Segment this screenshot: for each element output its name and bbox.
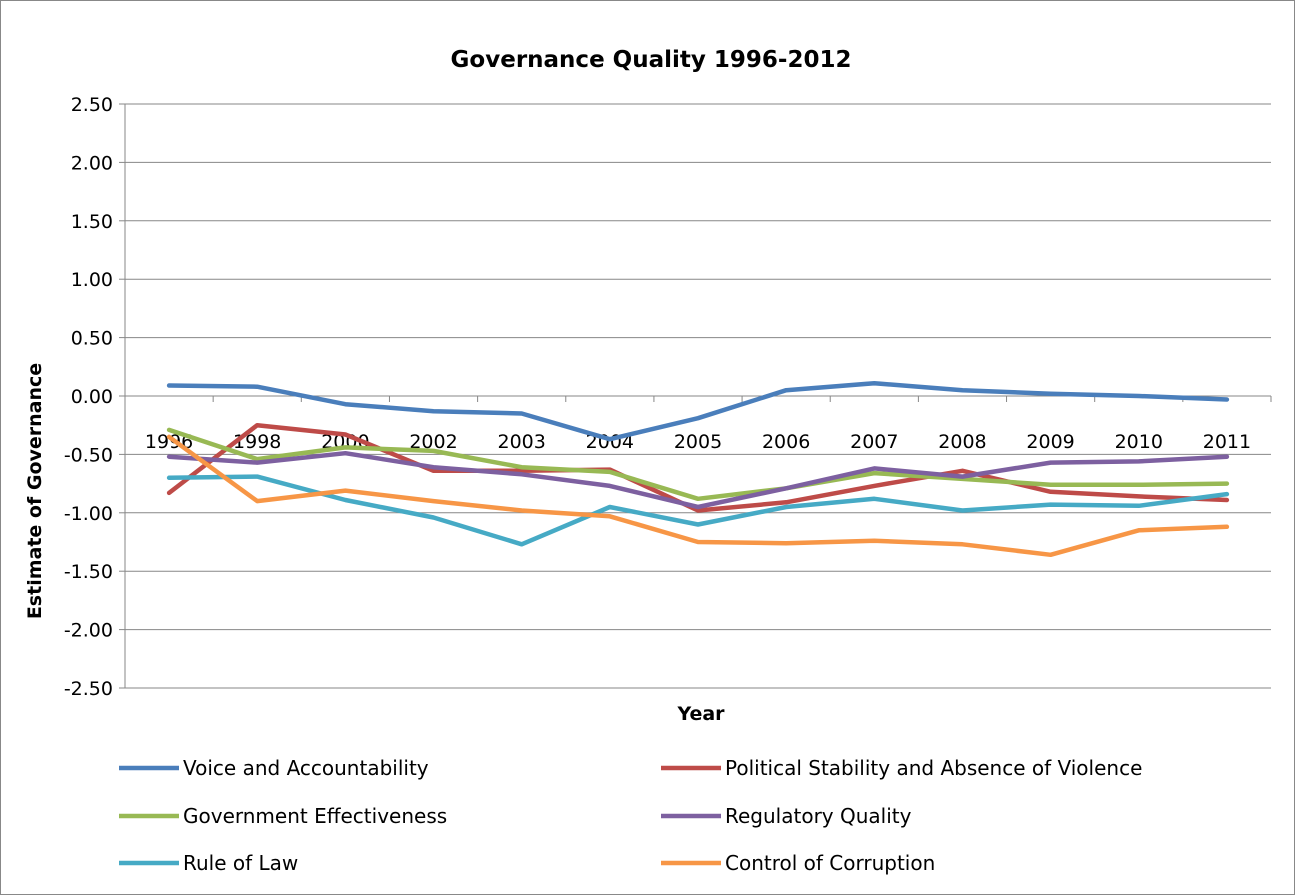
x-tick-label: 2007 bbox=[850, 431, 898, 453]
y-tick-label: -0.50 bbox=[64, 444, 113, 466]
y-tick-label: 1.50 bbox=[71, 211, 113, 233]
legend-label-4: Rule of Law bbox=[183, 851, 298, 875]
x-tick-label: 2008 bbox=[938, 431, 986, 453]
series-lines bbox=[166, 380, 1230, 558]
y-tick-label: 1.00 bbox=[71, 269, 113, 291]
x-tick-label: 2002 bbox=[409, 431, 457, 453]
y-axis: 2.50 2.00 1.50 1.00 0.50 0.00 -0.50 -1.00 -1.50 -… bbox=[64, 94, 126, 700]
chart-title: Governance Quality 1996-2012 bbox=[451, 47, 852, 73]
series-line-4 bbox=[166, 474, 1230, 547]
legend-label-3: Regulatory Quality bbox=[725, 804, 912, 828]
y-tick-label: -2.50 bbox=[64, 678, 113, 700]
x-axis-title: Year bbox=[676, 703, 725, 725]
x-tick-label: 2005 bbox=[674, 431, 722, 453]
y-axis-title: Estimate of Governance bbox=[24, 363, 46, 619]
legend-label-5: Control of Corruption bbox=[725, 851, 935, 875]
x-tick-label: 2003 bbox=[498, 431, 546, 453]
x-tick-label: 2011 bbox=[1203, 431, 1251, 453]
series-line-0 bbox=[166, 380, 1230, 442]
series-line-1 bbox=[166, 422, 1230, 513]
y-tick-label: -1.00 bbox=[64, 503, 113, 525]
legend-label-1: Political Stability and Absence of Viole… bbox=[725, 756, 1142, 780]
y-tick-label: -2.00 bbox=[64, 620, 113, 642]
x-tick-label: 1998 bbox=[233, 431, 281, 453]
y-tick-label: 2.00 bbox=[71, 152, 113, 174]
legend: Voice and Accountability Political Stabil… bbox=[119, 756, 1142, 875]
y-tick-label: 2.50 bbox=[71, 94, 113, 116]
x-axis: 1996 1998 2000 2002 2003 2004 2005 2006 2007 2008… bbox=[124, 395, 1272, 453]
series-line-5 bbox=[166, 434, 1230, 558]
series-line-2 bbox=[166, 427, 1230, 502]
y-tick-label: 0.00 bbox=[71, 386, 113, 408]
legend-label-2: Government Effectiveness bbox=[183, 804, 447, 828]
x-tick-label: 2006 bbox=[762, 431, 810, 453]
x-tick-label: 2009 bbox=[1026, 431, 1074, 453]
series-line-3 bbox=[166, 450, 1230, 510]
legend-label-0: Voice and Accountability bbox=[183, 756, 429, 780]
y-tick-label: -1.50 bbox=[64, 561, 113, 583]
x-tick-label: 2010 bbox=[1115, 431, 1163, 453]
y-tick-label: 0.50 bbox=[71, 328, 113, 350]
